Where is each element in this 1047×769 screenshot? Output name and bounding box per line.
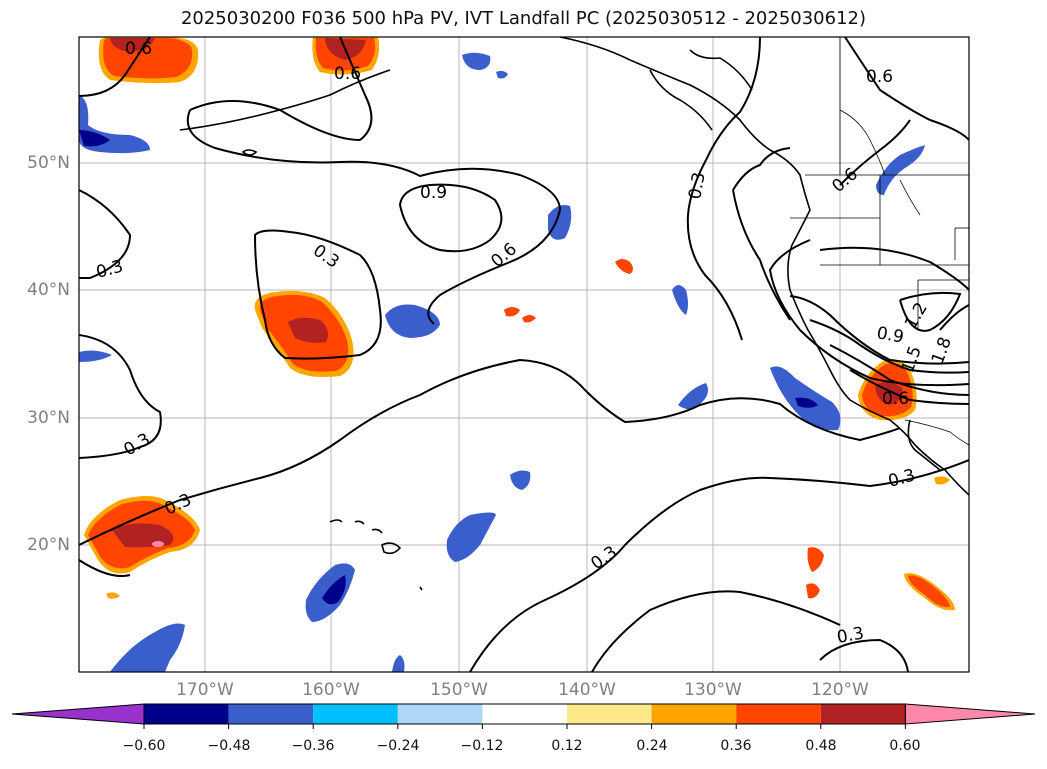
contour-lines <box>79 37 969 672</box>
lat-label-40n: 40°N <box>27 280 70 300</box>
map-frame <box>78 36 970 673</box>
negative-anomaly-areas <box>79 52 925 672</box>
colorbar-tick-label: 0.60 <box>889 738 921 754</box>
colorbar-tick-label: −0.24 <box>376 738 420 754</box>
neg-blob-mid1 <box>385 304 440 338</box>
lat-label-50n: 50°N <box>27 153 70 173</box>
colorbar-tick-label: −0.60 <box>122 738 166 754</box>
colorbar-tick-label: 0.36 <box>720 738 752 754</box>
coastlines <box>179 37 969 591</box>
contour-label: 0.3 <box>835 624 865 648</box>
colorbar-extend-left <box>11 703 145 725</box>
colorbar-tick-label: 0.12 <box>551 738 583 754</box>
lat-label-30n: 30°N <box>27 408 70 428</box>
contour-label: 0.9 <box>420 183 447 203</box>
colorbar-tick-label: −0.48 <box>207 738 251 754</box>
map-title: 2025030200 F036 500 hPa PV, IVT Landfall… <box>180 8 867 29</box>
lon-label-130w: 130°W <box>684 680 742 700</box>
lat-label-20n: 20°N <box>27 535 70 555</box>
colorbar <box>11 703 1036 729</box>
colorbar-tick-label: 0.24 <box>636 738 668 754</box>
lon-label-160w: 160°W <box>302 680 360 700</box>
lon-label-170w: 170°W <box>176 680 234 700</box>
colorbar-tick-label: −0.12 <box>460 738 504 754</box>
lon-label-120w: 120°W <box>811 680 869 700</box>
lon-label-150w: 150°W <box>430 680 488 700</box>
country-borders <box>790 37 969 446</box>
contour-label: 0.6 <box>882 389 909 409</box>
colorbar-tick-label: 0.48 <box>805 738 837 754</box>
contour-label: 0.6 <box>866 67 893 87</box>
contour-label: 0.6 <box>125 39 152 59</box>
positive-anomaly-areas <box>84 37 955 611</box>
map-panel <box>79 37 969 672</box>
contour-label: 0.9 <box>875 323 905 347</box>
colorbar-tick-label: −0.36 <box>291 738 335 754</box>
lon-label-140w: 140°W <box>558 680 616 700</box>
contour-label: 0.3 <box>685 171 709 201</box>
contour-label: 0.6 <box>334 64 361 84</box>
colorbar-extend-right <box>904 703 1036 725</box>
